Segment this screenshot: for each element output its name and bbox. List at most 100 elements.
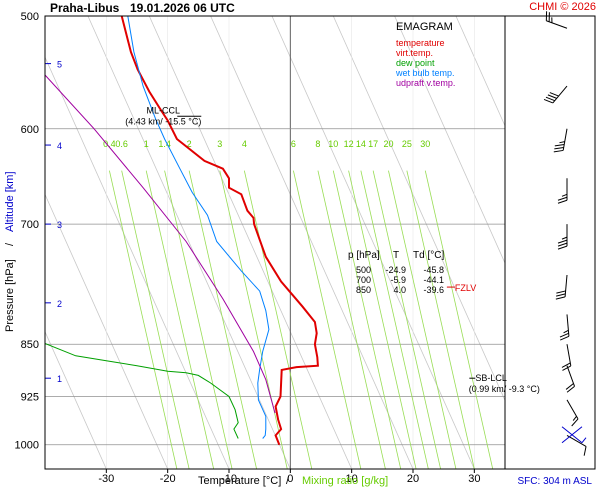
wind-barb — [566, 434, 587, 456]
wind-barb-full — [565, 383, 574, 390]
mixing-ratio-line — [406, 170, 475, 469]
adiabat-line — [579, 16, 600, 469]
wind-barb-full — [554, 146, 564, 150]
table-cell: -45.8 — [423, 265, 444, 275]
adiabat-line — [45, 193, 169, 469]
mixing-ratio-line — [293, 170, 362, 469]
table-cell: -39.6 — [423, 285, 444, 295]
mixing-ratio-line — [317, 170, 386, 469]
adiabat-line — [394, 16, 505, 265]
altitude-tick-label: 1 — [57, 374, 62, 384]
wind-barb-staff — [566, 434, 587, 447]
wind-barb-half — [559, 141, 565, 144]
mixing-ratio-label: 20 — [383, 139, 393, 149]
table-cell: 4.0 — [393, 285, 406, 295]
wind-barb-full — [566, 385, 575, 393]
mixing-ratio-line — [424, 170, 494, 469]
mixing-ratio-label: 30 — [420, 139, 430, 149]
sounding-table: p [hPa] T Td [°C] 500 -24.9 -45.8 700 -5… — [348, 250, 444, 295]
ccl-value: (4.43 km/ -15.5 °C) — [125, 116, 201, 126]
wind-barb-staff — [566, 314, 570, 337]
table-header-t: T — [393, 250, 399, 261]
mixing-ratio-label: 12 — [344, 139, 354, 149]
series-layer — [45, 16, 319, 446]
wind-barb-full — [543, 98, 554, 104]
wind-barb — [566, 399, 579, 427]
pressure-tick-label: 925 — [21, 392, 39, 404]
series-dew-point — [45, 343, 239, 439]
adiabat-line — [45, 330, 107, 469]
y-axis-label: Pressure [hPa] — [4, 259, 16, 332]
surface-note: SFC: 304 m ASL — [518, 476, 593, 487]
mixing-ratio-label: 1 — [144, 139, 149, 149]
adiabat-line — [332, 16, 505, 402]
series-wet-bulb-temp — [127, 16, 270, 439]
wind-barb-full — [559, 332, 569, 338]
legend-wet-bulb: wet bulb temp. — [395, 68, 455, 78]
x-tick-label: -10 — [221, 473, 237, 485]
mixing-ratio-label: 0.4 — [103, 139, 116, 149]
mixing-ratio-label: 6 — [291, 139, 296, 149]
wind-barb-full — [557, 196, 568, 201]
wind-barb — [553, 128, 568, 153]
wind-barb-full — [557, 245, 568, 250]
mixing-ratio-label: 17 — [368, 139, 378, 149]
table-cell: 500 — [356, 265, 371, 275]
wind-barb-staff — [564, 274, 568, 297]
mixing-ratio-label: 4 — [242, 139, 247, 149]
y-axis-title: Pressure [hPa] / Altitude [km] — [4, 171, 16, 332]
wind-barb-full — [561, 362, 571, 368]
legend-virt-temp: virt.temp. — [396, 48, 433, 58]
wind-barb — [559, 314, 570, 341]
mixing-ratio-label: 3 — [217, 139, 222, 149]
adiabat-line — [210, 16, 414, 469]
wind-barb-full — [549, 92, 559, 97]
table-cell: 850 — [356, 285, 371, 295]
wind-barb-half — [561, 236, 568, 240]
mixing-ratio-line — [360, 170, 429, 469]
wind-barb-full — [560, 335, 570, 341]
wind-barb-full — [557, 242, 568, 247]
wind-barb — [555, 274, 568, 300]
adiabat-line — [455, 16, 505, 127]
table-cell: -5.9 — [390, 275, 406, 285]
x-tick-label: 20 — [407, 473, 419, 485]
wind-barb-full — [545, 96, 555, 102]
table-header-p: p [hPa] — [348, 250, 380, 261]
adiabat-line — [148, 16, 353, 469]
adiabat-line — [87, 16, 291, 469]
wind-barb-full — [555, 296, 566, 300]
wind-barb-full — [547, 94, 557, 99]
copyright-label: CHMI © 2026 — [529, 1, 596, 13]
wind-barb-staff — [552, 85, 568, 104]
wind-barb-staff — [566, 399, 579, 420]
series-updraft-v-temp — [45, 74, 276, 414]
wind-barb-full — [553, 149, 564, 153]
mixing-ratio-line — [145, 170, 215, 469]
legend-temperature: temperature — [396, 38, 445, 48]
altitude-tick-label: 5 — [57, 60, 62, 70]
lcl-value: (0.99 km/ -9.3 °C) — [469, 384, 540, 394]
grid-layer — [45, 16, 600, 469]
series-temperature — [120, 16, 319, 446]
x-tick-label: -20 — [160, 473, 176, 485]
wind-barb-full — [571, 418, 579, 427]
x-tick-label: 10 — [346, 473, 358, 485]
annotation-layer: ML-CCL(4.43 km/ -15.5 °C) FZLV SB-LCL(0.99… — [125, 105, 540, 394]
table-cell: -24.9 — [385, 265, 406, 275]
mixing-ratio-layer: 0.4 0.6 1 1.4 2 3 4 6 8 10 12 14 17 20 25 30 — [103, 139, 494, 469]
x-tick-label: 0 — [287, 473, 293, 485]
mixing-ratio-line — [388, 170, 457, 469]
pressure-tick-label: 600 — [21, 124, 39, 136]
x-tick-label: -30 — [98, 473, 114, 485]
surface-wind-staff — [561, 426, 583, 444]
mixing-ratio-line — [164, 170, 233, 469]
mixing-ratio-label: 25 — [402, 139, 412, 149]
pressure-tick-label: 850 — [21, 339, 39, 351]
wind-barb — [565, 365, 575, 393]
datetime-label: 19.01.2026 06 UTC — [130, 1, 235, 15]
legend-updraft: udpraft v.temp. — [396, 78, 455, 88]
